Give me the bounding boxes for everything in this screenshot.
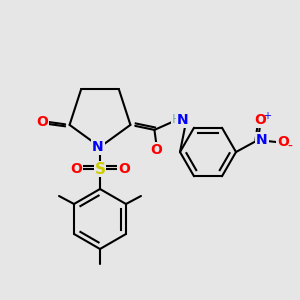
Text: O: O [254,113,266,127]
Text: N: N [256,133,268,147]
Text: +: + [263,111,271,121]
Text: H: H [172,113,181,126]
Text: O: O [277,135,289,149]
Text: N: N [92,140,104,154]
Text: N: N [177,113,188,127]
Text: O: O [37,115,49,129]
Text: O: O [151,143,162,157]
Text: -: - [288,140,292,154]
Text: O: O [118,162,130,176]
Text: S: S [94,161,106,176]
Text: O: O [70,162,82,176]
